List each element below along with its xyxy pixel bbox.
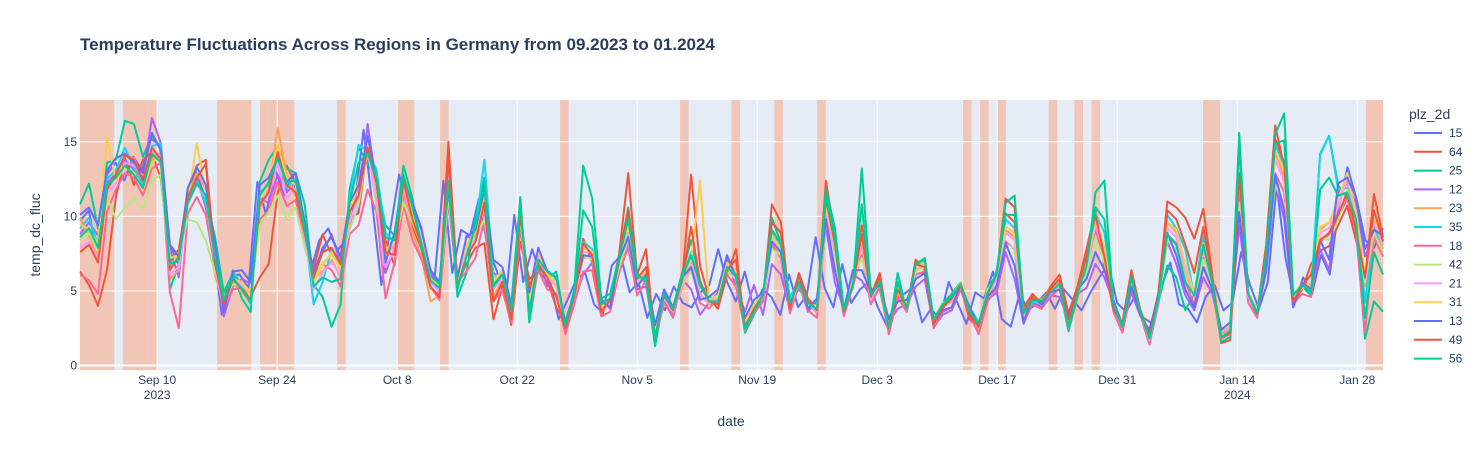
y-axis-title: temp_dc_fluc (27, 193, 43, 276)
x-axis-title: date (717, 413, 744, 429)
x-tick-year-label: 2023 (144, 388, 171, 402)
highlight-band-1 (122, 100, 149, 370)
legend-label-21: 21 (1449, 276, 1463, 290)
series-line-56 (79, 139, 1384, 340)
highlight-band-14 (962, 100, 972, 370)
highlight-band-19 (1091, 100, 1101, 370)
legend-label-12: 12 (1449, 182, 1463, 196)
legend: plz_2d 15 64 25 12 23 35 18 42 21 31 13 49 56 (1409, 106, 1463, 366)
y-tick-label: 15 (64, 135, 78, 149)
highlight-band-11 (731, 100, 741, 370)
series-lines (79, 112, 1384, 348)
x-tick-label: Nov 19 (738, 373, 776, 387)
highlight-band-4 (260, 100, 269, 370)
highlight-band-3 (217, 100, 252, 370)
highlight-band-18 (1074, 100, 1083, 370)
legend-label-18: 18 (1449, 239, 1463, 253)
legend-label-15: 15 (1449, 126, 1463, 140)
y-tick-label: 0 (70, 359, 77, 373)
y-tick-label: 10 (64, 209, 78, 223)
legend-label-35: 35 (1449, 220, 1463, 234)
x-tick-year-label: 2024 (1224, 388, 1251, 402)
highlight-band-6 (337, 100, 346, 370)
legend-label-56: 56 (1449, 352, 1463, 366)
legend-label-42: 42 (1449, 258, 1463, 272)
x-tick-label: Nov 5 (622, 373, 654, 387)
legend-label-23: 23 (1449, 201, 1463, 215)
highlight-band-2 (148, 100, 158, 370)
legend-title: plz_2d (1409, 106, 1450, 122)
x-tick-label: Oct 8 (383, 373, 412, 387)
x-tick-label: Sep 24 (258, 373, 296, 387)
legend-label-25: 25 (1449, 164, 1463, 178)
legend-label-31: 31 (1449, 295, 1463, 309)
x-tick-label: Dec 31 (1098, 373, 1136, 387)
legend-label-13: 13 (1449, 314, 1463, 328)
highlight-band-15 (980, 100, 989, 370)
legend-label-49: 49 (1449, 333, 1463, 347)
x-tick-label: Sep 10 (138, 373, 176, 387)
highlight-band-9 (560, 100, 569, 370)
x-tick-label: Jan 28 (1339, 373, 1375, 387)
series-line-49 (79, 137, 1384, 339)
legend-label-64: 64 (1449, 145, 1463, 159)
highlight-band-7 (397, 100, 415, 370)
x-tick-label: Dec 3 (862, 373, 894, 387)
y-axis-ticks: 0 5 10 15 (64, 135, 78, 373)
highlight-band-17 (1048, 100, 1058, 370)
x-tick-label: Jan 14 (1219, 373, 1255, 387)
x-tick-label: Dec 17 (978, 373, 1016, 387)
highlight-band-10 (680, 100, 689, 370)
x-tick-label: Oct 22 (500, 373, 536, 387)
chart-title: Temperature Fluctuations Across Regions … (80, 35, 715, 54)
y-tick-label: 5 (70, 284, 77, 298)
